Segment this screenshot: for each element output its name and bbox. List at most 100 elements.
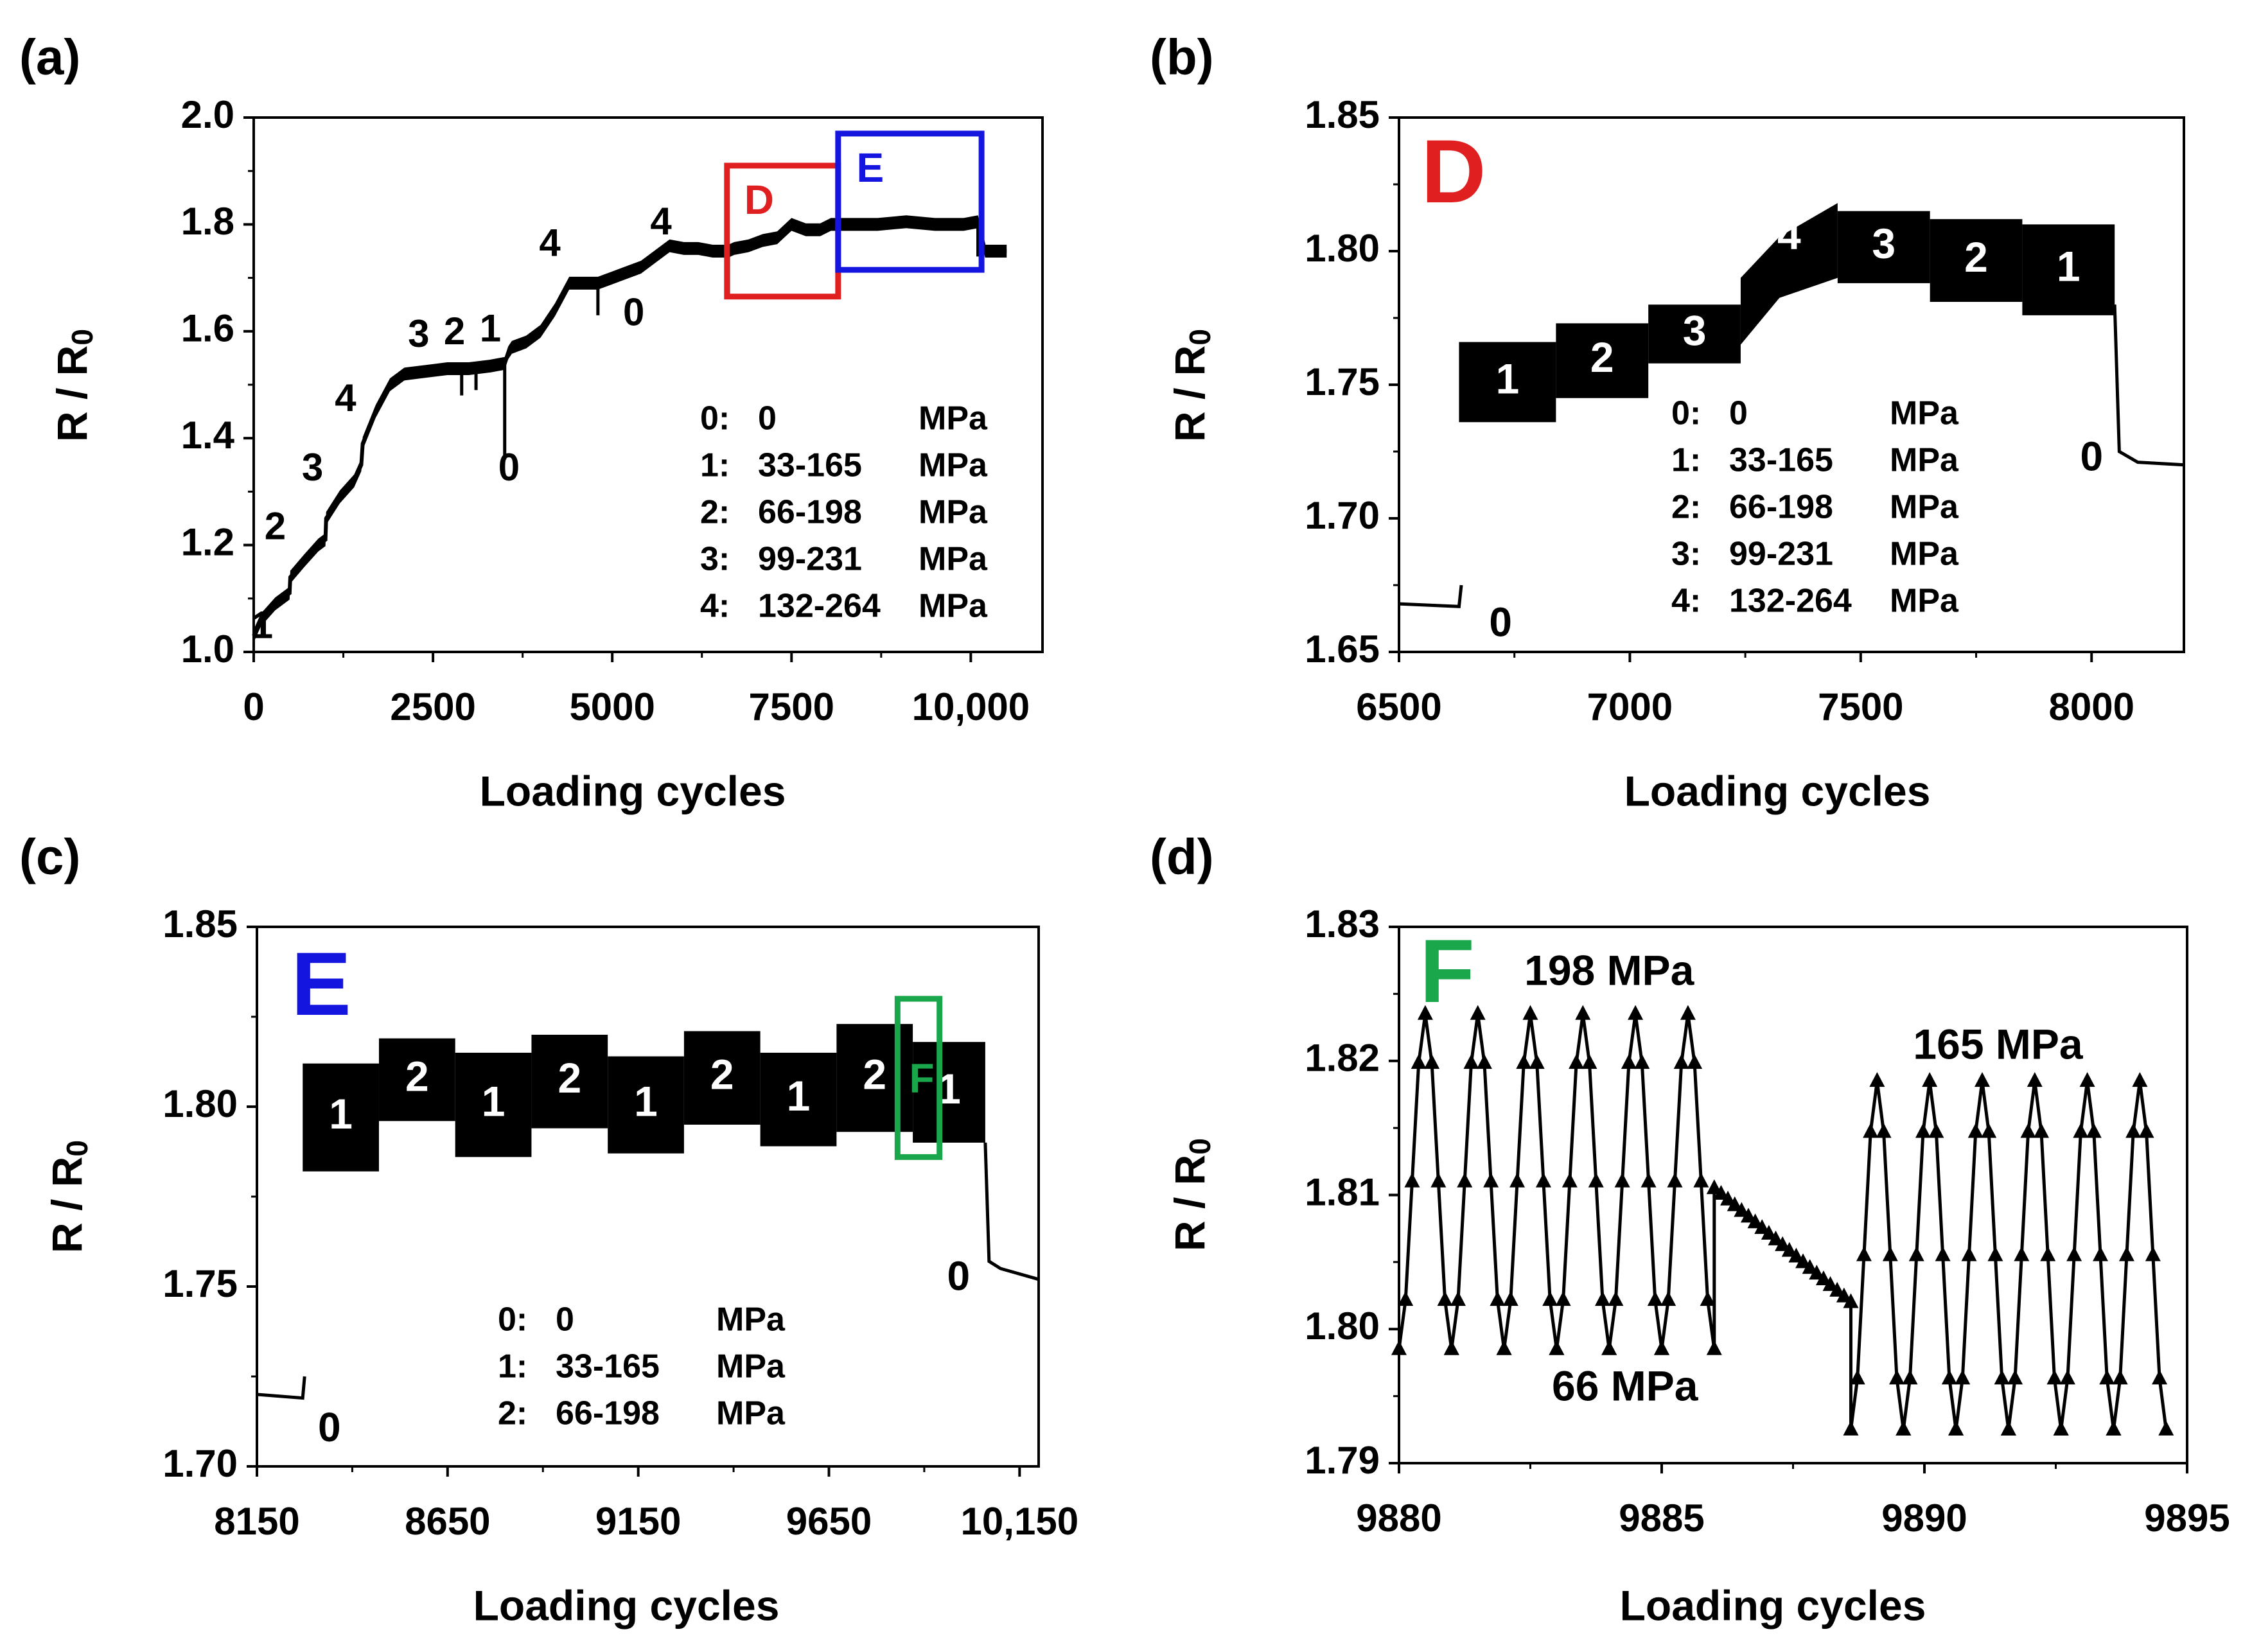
y-tick-label: 1.85 — [163, 902, 238, 945]
legend-range: 33-165 — [556, 1348, 660, 1385]
data-point — [1700, 1291, 1716, 1306]
legend-range: 99-231 — [758, 541, 862, 578]
x-tick-label: 8650 — [405, 1500, 490, 1543]
data-point — [1754, 1219, 1770, 1235]
legend-key: 1: — [1671, 442, 1701, 479]
data-point — [1555, 1291, 1571, 1306]
zoom-box-e — [835, 130, 985, 273]
data-point — [1967, 1123, 1984, 1138]
zoom-box-label: E — [856, 145, 884, 191]
data-point — [1843, 1420, 1859, 1436]
block-label: 3 — [1872, 220, 1896, 267]
data-point — [1470, 1005, 1486, 1020]
data-point — [1788, 1247, 1804, 1263]
zoom-box-label: F — [909, 1055, 934, 1102]
data-point — [2066, 1246, 2082, 1261]
y-axis-label: R / R0 — [43, 1140, 94, 1253]
data-point — [1849, 1369, 1865, 1385]
y-tick-label: 1.79 — [1305, 1439, 1380, 1482]
data-point — [1476, 1054, 1492, 1069]
data-point — [1581, 1054, 1597, 1069]
legend-range: 33-165 — [758, 447, 862, 484]
y-tick-label: 1.82 — [1305, 1037, 1380, 1080]
level-label: 2 — [265, 504, 286, 547]
block-label: 1 — [329, 1090, 353, 1138]
data-point — [1802, 1259, 1818, 1274]
legend-range: 66-198 — [556, 1395, 660, 1432]
y-axis-label: R / R0 — [48, 329, 99, 442]
block-label: 1 — [482, 1078, 506, 1125]
legend-key: 0: — [1671, 395, 1701, 432]
zoom-box-label: D — [744, 177, 774, 223]
level-label: 0 — [2080, 433, 2103, 479]
legend-range: 66-198 — [1729, 489, 1833, 526]
data-point — [2145, 1246, 2161, 1261]
panel-c: 1.70 1.75 1.80 1.85 8150 8650 9150 9650 10,150 Lo… — [19, 829, 1078, 1630]
inset-label-d: D — [1421, 121, 1486, 222]
load-block — [683, 1031, 761, 1125]
data-point — [1601, 1340, 1617, 1355]
x-tick-label: 6500 — [1356, 685, 1441, 728]
block-label: 2 — [1590, 333, 1614, 381]
data-point — [1516, 1054, 1532, 1069]
load-block — [1459, 342, 1556, 423]
data-point — [1935, 1246, 1951, 1261]
data-point — [1647, 1291, 1663, 1306]
data-line — [252, 219, 1007, 637]
data-point — [2007, 1369, 2023, 1385]
x-tick-label: 8150 — [214, 1500, 299, 1543]
x-tick-label: 7500 — [1818, 685, 1903, 728]
data-point — [1660, 1291, 1676, 1306]
data-point — [1822, 1276, 1838, 1291]
zoom-box-f — [894, 996, 943, 1160]
data-point — [2125, 1123, 2142, 1138]
legend-unit: MPa — [919, 588, 988, 625]
y-tick-label: 1.4 — [181, 414, 235, 457]
data-point — [2158, 1420, 2174, 1436]
data-point — [1496, 1340, 1512, 1355]
legend-key: 3: — [1671, 536, 1701, 573]
data-point — [1621, 1054, 1637, 1069]
legend-unit: MPa — [1890, 395, 1959, 432]
level-label: 3 — [408, 312, 429, 355]
load-block — [1556, 323, 1649, 398]
legend-key: 0: — [700, 400, 730, 437]
data-point — [1863, 1123, 1879, 1138]
x-tick-label: 8000 — [2048, 685, 2134, 728]
data-point — [1981, 1123, 1997, 1138]
level-label: 4 — [335, 376, 356, 419]
load-block — [1837, 211, 1930, 283]
data-point — [2132, 1072, 2148, 1087]
y-tick-label: 1.70 — [1305, 494, 1380, 537]
data-point — [1522, 1005, 1538, 1020]
y-tick-label: 1.80 — [163, 1082, 238, 1125]
data-point — [1417, 1005, 1433, 1020]
x-tick-label: 10,000 — [912, 685, 1030, 728]
x-axis-label: Loading cycles — [1620, 1581, 1926, 1629]
data-point — [1424, 1054, 1440, 1069]
legend-unit: MPa — [1890, 489, 1959, 526]
data-point — [1706, 1340, 1722, 1355]
legend-key: 4: — [1671, 583, 1701, 620]
data-point — [1994, 1369, 2010, 1385]
data-point — [1687, 1054, 1703, 1069]
baseline-trace — [256, 1376, 306, 1400]
data-point — [1768, 1230, 1784, 1245]
data-point — [2034, 1123, 2050, 1138]
data-point — [1889, 1369, 1905, 1385]
data-point — [1575, 1005, 1591, 1020]
load-block — [455, 1053, 532, 1157]
data-point — [1535, 1172, 1551, 1188]
data-point — [1430, 1172, 1447, 1188]
stress-label: 66 MPa — [1552, 1362, 1699, 1410]
data-point — [2046, 1369, 2063, 1385]
x-tick-label: 7000 — [1587, 685, 1673, 728]
level-label: 2 — [444, 310, 465, 353]
block-label: 1 — [787, 1072, 811, 1120]
legend-unit: MPa — [716, 1348, 786, 1385]
data-point — [1391, 1340, 1407, 1355]
data-point — [1843, 1293, 1859, 1308]
data-line — [1397, 1014, 2168, 1430]
data-point — [1781, 1242, 1797, 1257]
data-point — [1928, 1123, 1944, 1138]
